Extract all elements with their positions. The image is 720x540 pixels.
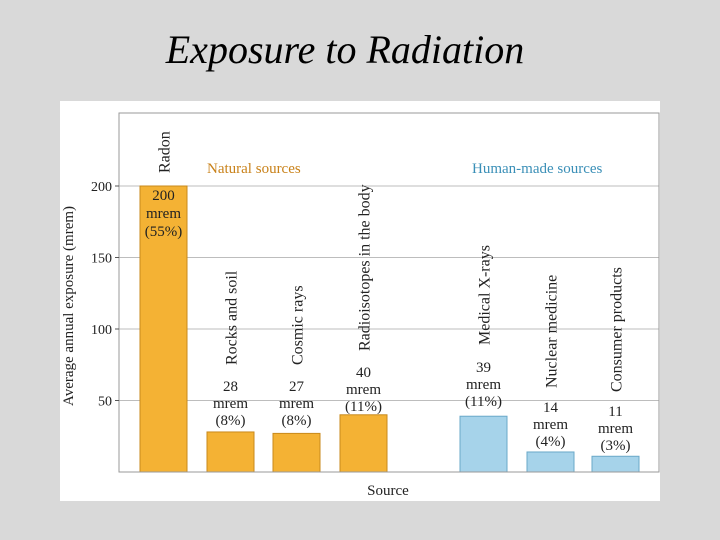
bar (206, 431, 255, 473)
data-label: (11%) (465, 394, 502, 410)
data-label: (3%) (601, 438, 631, 454)
bars (139, 185, 640, 473)
grid-lines (119, 185, 659, 401)
bar (339, 414, 388, 473)
data-label: 40 (356, 365, 371, 381)
data-label: mrem (533, 417, 568, 433)
category-label: Medical X-rays (477, 245, 494, 345)
data-label: 14 (543, 400, 559, 416)
data-label: (11%) (345, 399, 382, 415)
y-tick-label: 50 (98, 395, 112, 410)
data-label: mrem (146, 206, 181, 222)
category-label: Radon (157, 131, 174, 173)
bar (459, 415, 508, 473)
bar (591, 455, 640, 473)
category-label: Nuclear medicine (544, 275, 561, 388)
x-axis-title: Source (367, 483, 409, 499)
data-label: (4%) (536, 434, 566, 450)
category-label: Radioisotopes in the body (357, 184, 374, 351)
data-label: (8%) (216, 413, 246, 429)
bar (526, 451, 575, 473)
y-axis-title: Average annual exposure (mrem) (61, 206, 77, 406)
category-label: Rocks and soil (224, 270, 241, 365)
chart-panel: Radon Rocks and soil Cosmic rays Radioisoto… (60, 101, 660, 501)
y-tick-label: 100 (91, 323, 112, 338)
data-label: mrem (213, 396, 248, 412)
y-tick-label: 150 (91, 252, 112, 267)
data-label: 27 (289, 379, 305, 395)
data-label: mrem (279, 396, 314, 412)
data-label: (8%) (282, 413, 312, 429)
data-label: (55%) (145, 224, 183, 240)
y-tick-label: 200 (91, 180, 112, 195)
labels: Radon Rocks and soil Cosmic rays Radioisoto… (145, 131, 634, 454)
data-label: 200 (152, 188, 175, 204)
bar (272, 432, 321, 473)
category-label: Consumer products (609, 267, 626, 392)
bar (139, 185, 188, 473)
data-label: 11 (608, 404, 622, 420)
plot-frame (118, 112, 660, 473)
category-label: Cosmic rays (290, 285, 307, 365)
group-label-natural: Natural sources (207, 161, 301, 177)
data-label: 39 (476, 360, 491, 376)
data-label: 28 (223, 379, 238, 395)
bar-chart: Radon Rocks and soil Cosmic rays Radioisoto… (61, 112, 660, 499)
group-label-human: Human-made sources (472, 161, 603, 177)
slide-title: Exposure to Radiation (165, 27, 525, 72)
data-label: mrem (598, 421, 633, 437)
data-label: mrem (346, 382, 381, 398)
data-label: mrem (466, 377, 501, 393)
axes: 50 100 150 200 Source Average annual exposure… (61, 112, 660, 499)
